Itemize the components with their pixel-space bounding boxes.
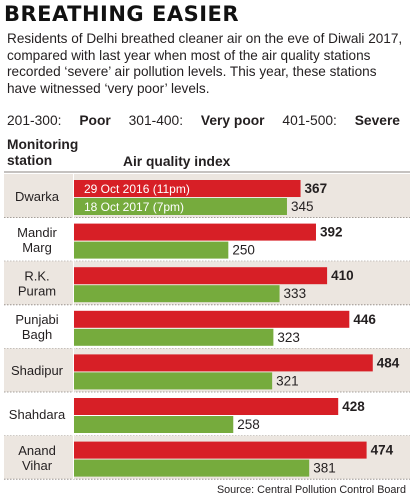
bar-2017-shahdara xyxy=(74,416,234,433)
legend-very-poor: 301-400: Very poor xyxy=(129,113,265,128)
legend-severe: 401-500: Severe xyxy=(282,113,400,128)
bar-2017-anand-vihar xyxy=(74,459,310,477)
value-label-2017-r-k-puram: 333 xyxy=(284,286,307,301)
station-label-anand-vihar: Vihar xyxy=(22,458,53,473)
source-note: Source: Central Pollution Control Board xyxy=(216,484,406,496)
value-label-2017-punjabi-bagh: 323 xyxy=(277,330,300,345)
legend-very-poor-range: 301-400: xyxy=(128,113,184,128)
station-label-shahdara: Shahdara xyxy=(9,407,66,422)
station-column-header: Monitoring station xyxy=(7,137,79,168)
aqi-column-header: Air quality index xyxy=(123,154,231,169)
station-label-punjabi-bagh: Bagh xyxy=(22,327,52,342)
chart-subtitle: Residents of Delhi breathed cleaner air … xyxy=(7,31,403,96)
value-label-2017-shahdara: 258 xyxy=(237,417,260,432)
value-label-2017-dwarka: 345 xyxy=(291,199,314,214)
bar-2016-shadipur xyxy=(74,354,373,372)
value-label-2017-anand-vihar: 381 xyxy=(313,461,336,476)
bar-2017-dwarka xyxy=(74,198,287,215)
bar-2017-shadipur xyxy=(74,372,273,390)
bar-2016-punjabi-bagh xyxy=(74,310,350,328)
series-label-2017: 18 Oct 2017 (7pm) xyxy=(84,200,184,214)
legend-severe-range: 401-500: xyxy=(282,113,337,128)
station-label-punjabi-bagh: Punjabi xyxy=(15,312,58,327)
aqi-legend: 201-300: Poor 301-400: Very poor 401-500… xyxy=(7,113,414,128)
station-label-mandir-marg: Marg xyxy=(22,240,52,255)
legend-poor: 201-300: Poor xyxy=(7,113,111,128)
legend-severe-label: Severe xyxy=(354,113,400,128)
value-label-2016-dwarka: 367 xyxy=(305,181,328,196)
value-label-2016-shadipur: 484 xyxy=(377,355,400,370)
value-label-2016-r-k-puram: 410 xyxy=(331,268,354,283)
value-label-2016-punjabi-bagh: 446 xyxy=(353,312,376,327)
chart-title: BREATHING EASIER xyxy=(4,2,240,26)
bar-2016-shahdara xyxy=(74,398,339,415)
station-label-r-k-puram: R.K. xyxy=(24,269,49,284)
bar-2017-punjabi-bagh xyxy=(74,328,274,346)
bar-2016-r-k-puram xyxy=(74,267,328,285)
value-label-2017-shadipur: 321 xyxy=(276,373,299,388)
bar-2017-r-k-puram xyxy=(74,285,280,303)
station-label-mandir-marg: Mandir xyxy=(17,225,57,240)
station-label-anand-vihar: Anand xyxy=(18,443,56,458)
bar-2016-anand-vihar xyxy=(74,441,367,459)
value-label-2017-mandir-marg: 250 xyxy=(232,243,255,258)
station-label-r-k-puram: Puram xyxy=(18,284,56,299)
value-label-2016-anand-vihar: 474 xyxy=(371,443,394,458)
series-label-2016: 29 Oct 2016 (11pm) xyxy=(84,182,190,196)
bar-2017-mandir-marg xyxy=(74,241,229,259)
station-label-shadipur: Shadipur xyxy=(11,363,64,378)
station-label-dwarka: Dwarka xyxy=(15,189,60,204)
value-label-2016-mandir-marg: 392 xyxy=(320,225,343,240)
legend-poor-range: 201-300: xyxy=(7,113,62,128)
value-label-2016-shahdara: 428 xyxy=(342,399,365,414)
bar-2016-mandir-marg xyxy=(74,223,316,241)
legend-poor-label: Poor xyxy=(79,113,111,128)
bar-2016-dwarka xyxy=(74,180,301,197)
legend-very-poor-label: Very poor xyxy=(200,113,265,128)
